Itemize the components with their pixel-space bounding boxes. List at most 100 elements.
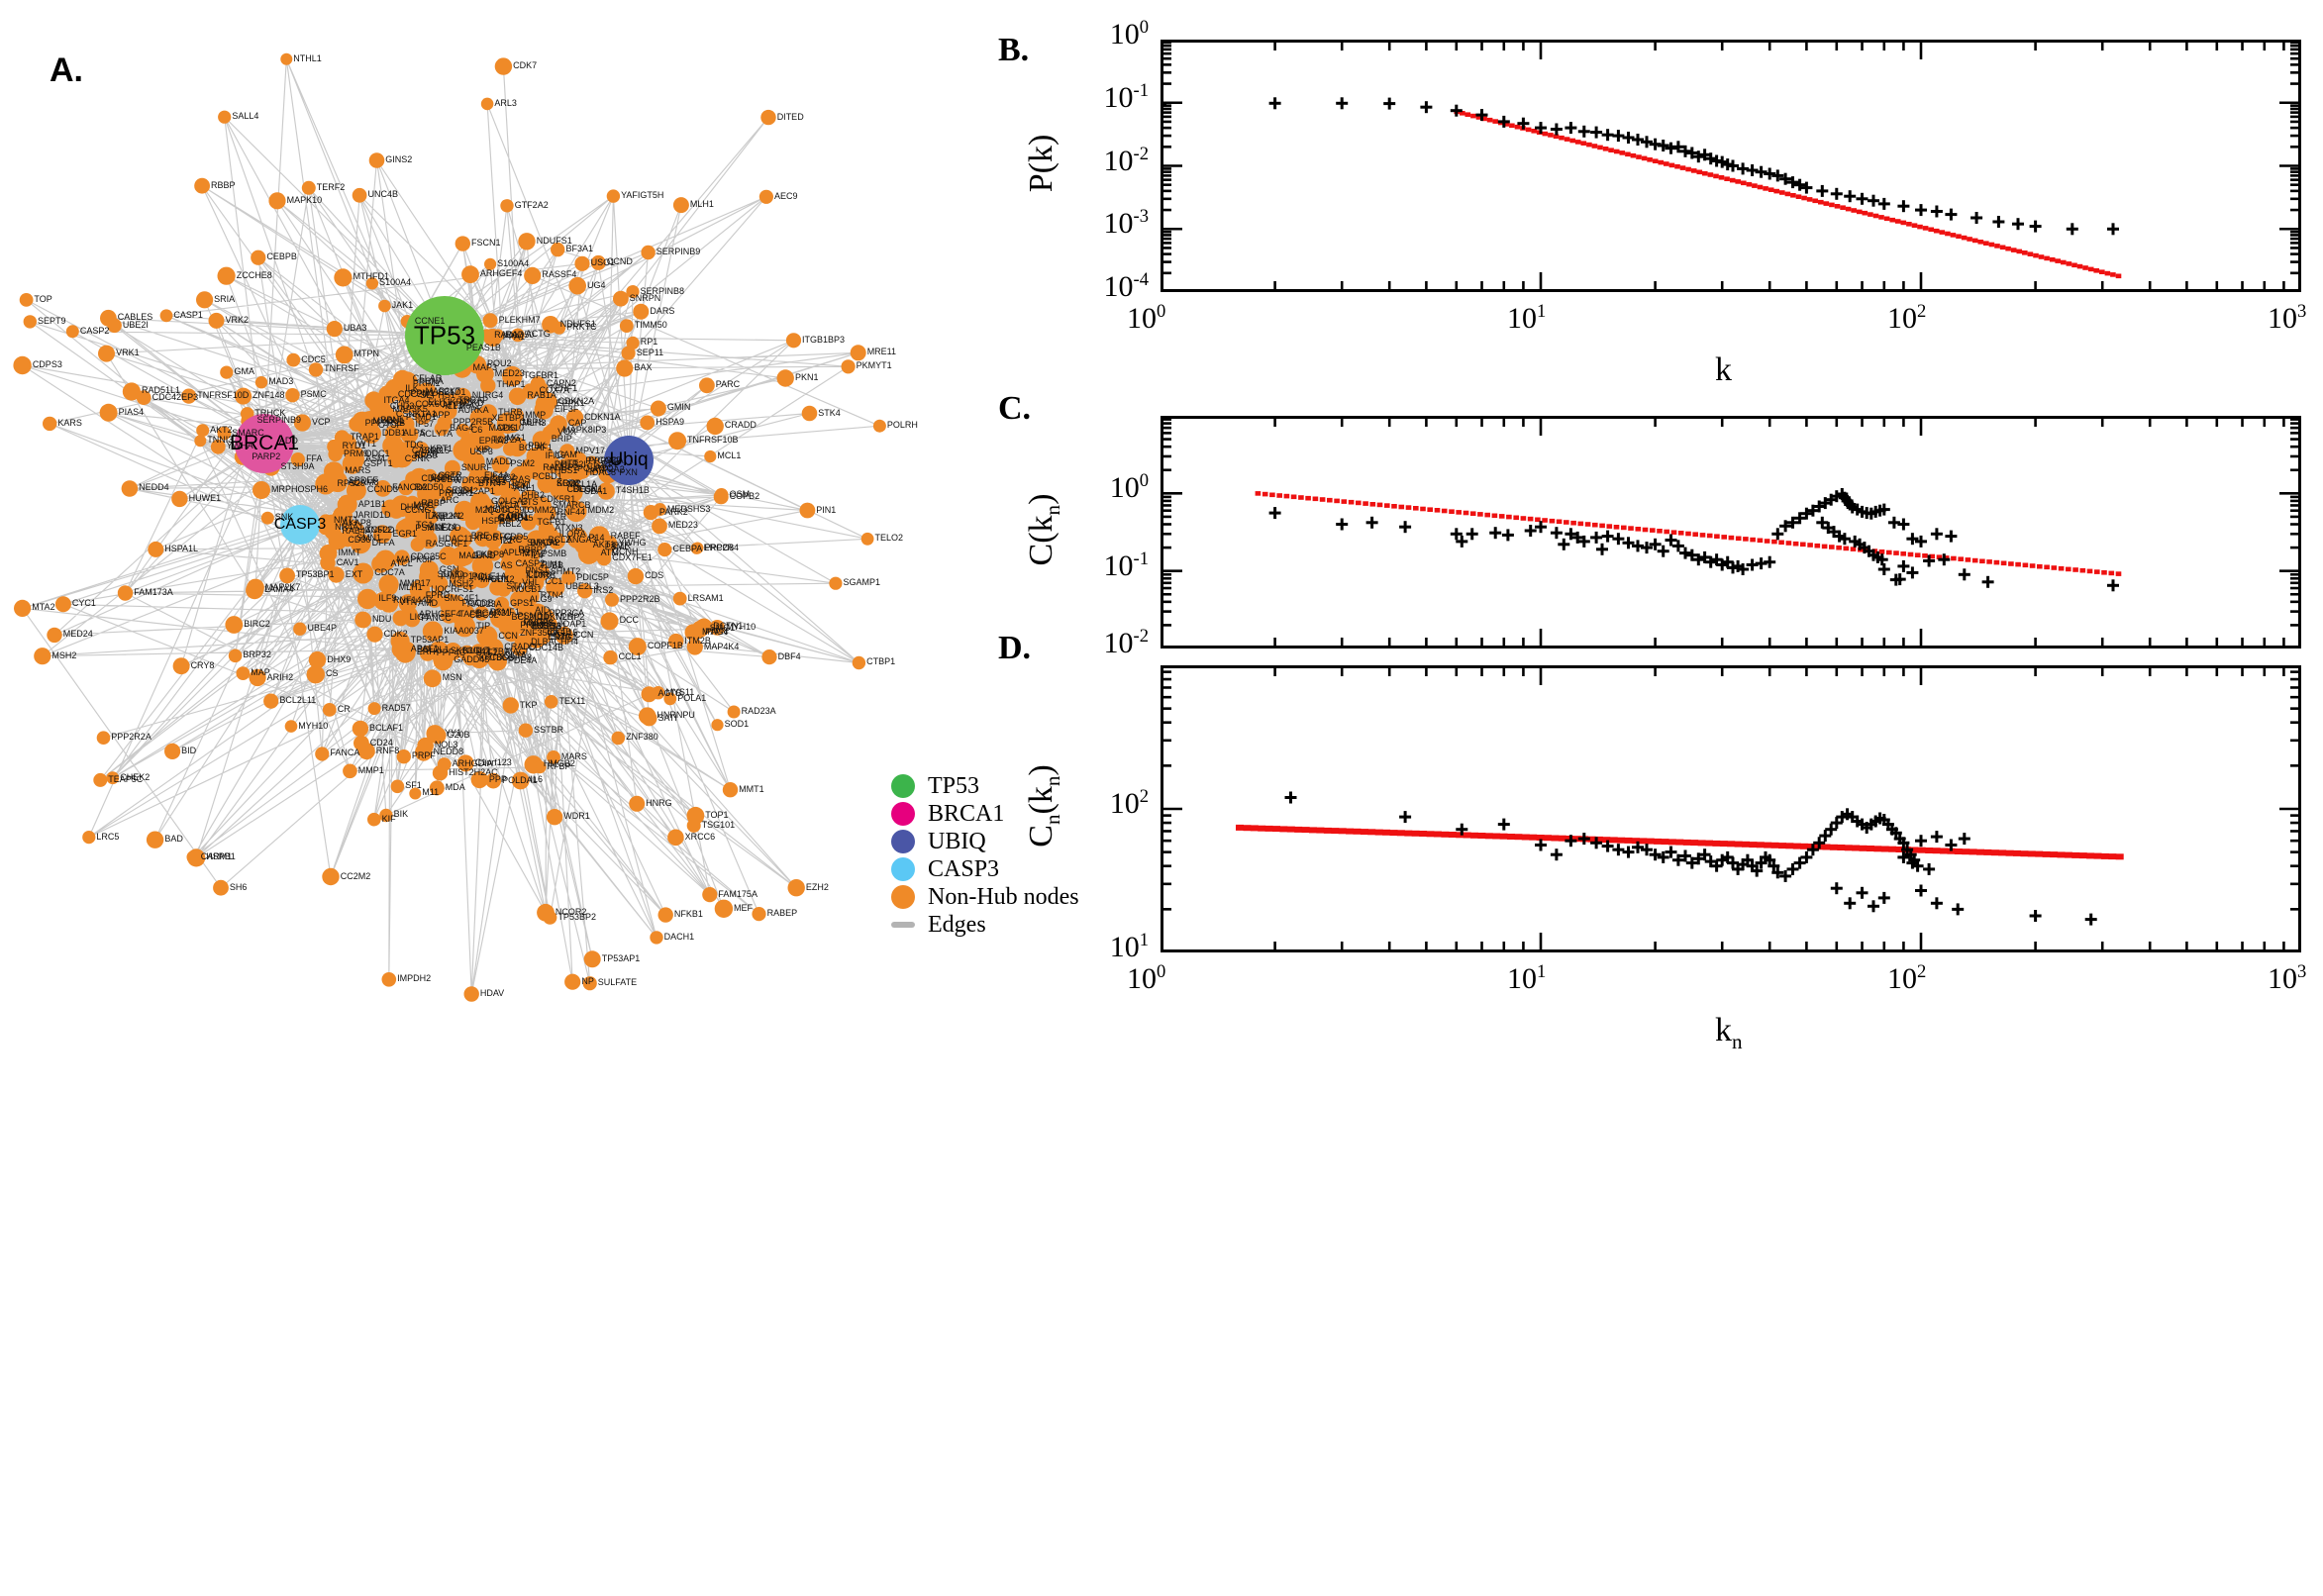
network-node[interactable] (352, 720, 369, 738)
network-node[interactable] (100, 309, 117, 327)
network-node[interactable] (565, 500, 587, 523)
network-node[interactable] (318, 514, 333, 529)
network-node[interactable] (776, 369, 794, 387)
network-node[interactable] (164, 743, 181, 760)
network-node[interactable] (785, 333, 802, 349)
hub-node-tp53[interactable] (405, 296, 484, 375)
network-node[interactable] (404, 611, 421, 628)
network-node[interactable] (225, 616, 244, 634)
network-node[interactable] (393, 369, 412, 389)
network-node[interactable] (482, 313, 498, 329)
network-node[interactable] (619, 319, 634, 333)
network-node[interactable] (461, 265, 479, 284)
network-node[interactable] (711, 719, 724, 732)
hub-node-casp3[interactable] (280, 505, 320, 545)
network-node[interactable] (335, 346, 354, 364)
network-node[interactable] (538, 520, 555, 537)
network-node[interactable] (357, 588, 378, 610)
network-node[interactable] (374, 480, 392, 497)
network-node[interactable] (860, 532, 874, 546)
network-node[interactable] (249, 668, 266, 687)
network-node[interactable] (280, 52, 293, 65)
network-node[interactable] (440, 593, 461, 616)
network-node[interactable] (469, 644, 488, 661)
network-node[interactable] (290, 452, 305, 467)
network-node[interactable] (686, 639, 703, 655)
network-node[interactable] (47, 627, 62, 644)
network-node[interactable] (605, 592, 619, 607)
network-node[interactable] (695, 618, 713, 636)
network-node[interactable] (480, 421, 496, 437)
network-node[interactable] (381, 499, 400, 518)
network-node[interactable] (390, 779, 405, 794)
network-node[interactable] (583, 950, 601, 968)
network-node[interactable] (43, 416, 57, 432)
network-node[interactable] (829, 576, 843, 590)
network-node[interactable] (286, 352, 301, 367)
network-node[interactable] (590, 254, 606, 270)
network-node[interactable] (381, 972, 397, 987)
network-node[interactable] (667, 829, 684, 847)
network-node[interactable] (352, 187, 367, 203)
network-node[interactable] (450, 566, 471, 588)
network-node[interactable] (285, 388, 300, 403)
network-node[interactable] (96, 731, 111, 745)
network-node[interactable] (122, 382, 141, 401)
network-node[interactable] (603, 649, 618, 665)
network-node[interactable] (627, 567, 645, 585)
network-node[interactable] (422, 621, 444, 642)
network-node[interactable] (408, 469, 430, 491)
network-node[interactable] (378, 574, 399, 595)
network-node[interactable] (196, 291, 214, 309)
network-node[interactable] (354, 611, 371, 629)
network-node[interactable] (334, 268, 353, 287)
network-node[interactable] (629, 795, 646, 812)
network-node[interactable] (639, 707, 656, 725)
network-node[interactable] (752, 907, 766, 922)
network-node[interactable] (841, 359, 856, 374)
network-node[interactable] (263, 693, 279, 709)
network-node[interactable] (428, 391, 450, 414)
network-node[interactable] (187, 848, 206, 867)
network-node[interactable] (378, 299, 391, 313)
network-node[interactable] (508, 387, 527, 406)
network-node[interactable] (714, 899, 734, 918)
network-node[interactable] (470, 771, 488, 789)
network-node[interactable] (82, 831, 96, 845)
network-node[interactable] (171, 490, 188, 508)
network-node[interactable] (426, 590, 444, 608)
network-node[interactable] (787, 879, 805, 897)
network-node[interactable] (99, 403, 118, 422)
network-node[interactable] (366, 626, 383, 643)
network-node[interactable] (353, 562, 374, 584)
network-node[interactable] (293, 622, 307, 636)
network-node[interactable] (518, 608, 537, 627)
network-node[interactable] (491, 455, 510, 474)
network-node[interactable] (328, 531, 348, 550)
network-node[interactable] (533, 760, 547, 774)
network-node[interactable] (148, 541, 164, 557)
network-node[interactable] (537, 903, 555, 922)
network-node[interactable] (416, 519, 435, 538)
network-node[interactable] (511, 771, 530, 790)
network-node[interactable] (423, 669, 442, 688)
network-node[interactable] (454, 545, 475, 566)
network-node[interactable] (308, 362, 324, 377)
network-node[interactable] (502, 365, 523, 387)
network-node[interactable] (727, 705, 741, 719)
network-node[interactable] (308, 650, 327, 669)
network-node[interactable] (523, 571, 545, 593)
network-node[interactable] (379, 808, 393, 823)
network-node[interactable] (663, 692, 677, 706)
network-node[interactable] (349, 447, 364, 462)
network-node[interactable] (454, 236, 470, 251)
network-node[interactable] (19, 293, 34, 307)
network-node[interactable] (410, 537, 425, 552)
network-node[interactable] (23, 315, 37, 329)
network-node[interactable] (372, 525, 392, 544)
network-node[interactable] (324, 461, 345, 482)
network-node[interactable] (398, 396, 415, 414)
network-node[interactable] (301, 180, 316, 195)
network-node[interactable] (159, 309, 173, 323)
network-node[interactable] (652, 518, 667, 535)
